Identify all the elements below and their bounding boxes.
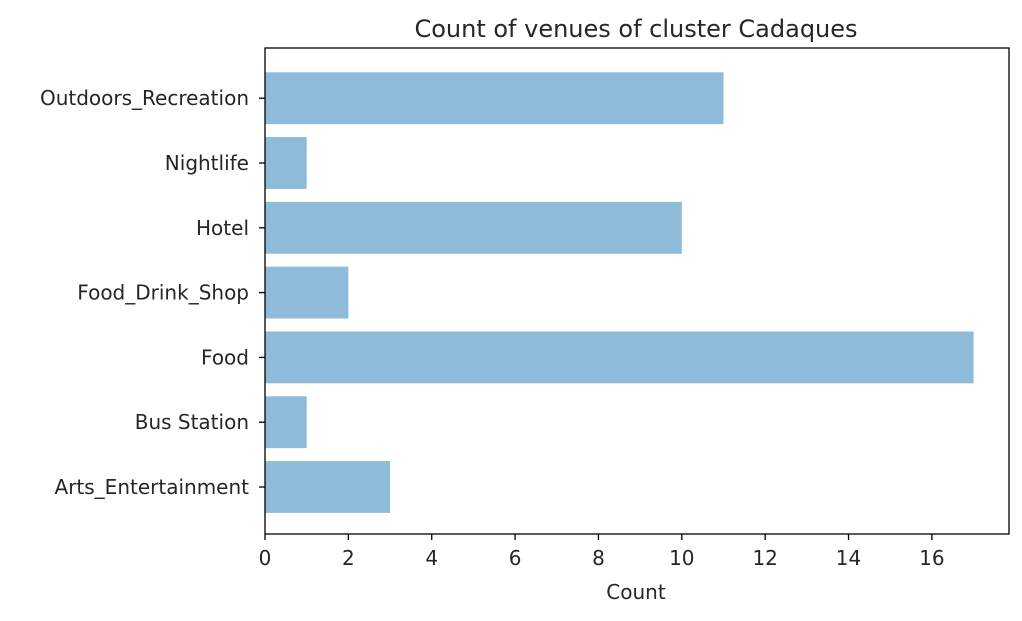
bar-food [265,331,974,384]
x-tick-label: 12 [752,546,777,570]
y-tick-label: Nightlife [165,151,249,175]
bar-outdoors-recreation [265,72,724,125]
x-tick-label: 6 [509,546,522,570]
y-tick-label: Food [201,345,249,369]
bar-hotel [265,201,682,254]
x-tick-label: 10 [669,546,694,570]
bar-bus-station [265,396,307,449]
x-tick-label: 2 [342,546,355,570]
y-tick-label: Bus Station [135,410,249,434]
bar-food-drink-shop [265,266,349,319]
x-axis: 0 2 4 6 8 10 12 14 16 [259,534,945,570]
y-axis: Arts_Entertainment Bus Station Food Food_Dr… [40,86,265,499]
bar-arts-entertainment [265,461,391,513]
plot-area-frame [264,47,1010,535]
y-tick-label: Arts_Entertainment [55,475,250,499]
bar-nightlife [265,137,307,189]
y-tick-label: Food_Drink_Shop [77,281,249,305]
x-axis-title: Count [606,580,666,604]
bars-group [265,72,974,513]
x-tick-label: 14 [836,546,861,570]
x-tick-label: 8 [592,546,605,570]
chart-title: Count of venues of cluster Cadaques [414,15,857,43]
x-tick-label: 16 [919,546,944,570]
y-tick-label: Outdoors_Recreation [40,86,249,110]
y-tick-label: Hotel [196,216,249,240]
x-tick-label: 0 [259,546,272,570]
x-tick-label: 4 [425,546,438,570]
